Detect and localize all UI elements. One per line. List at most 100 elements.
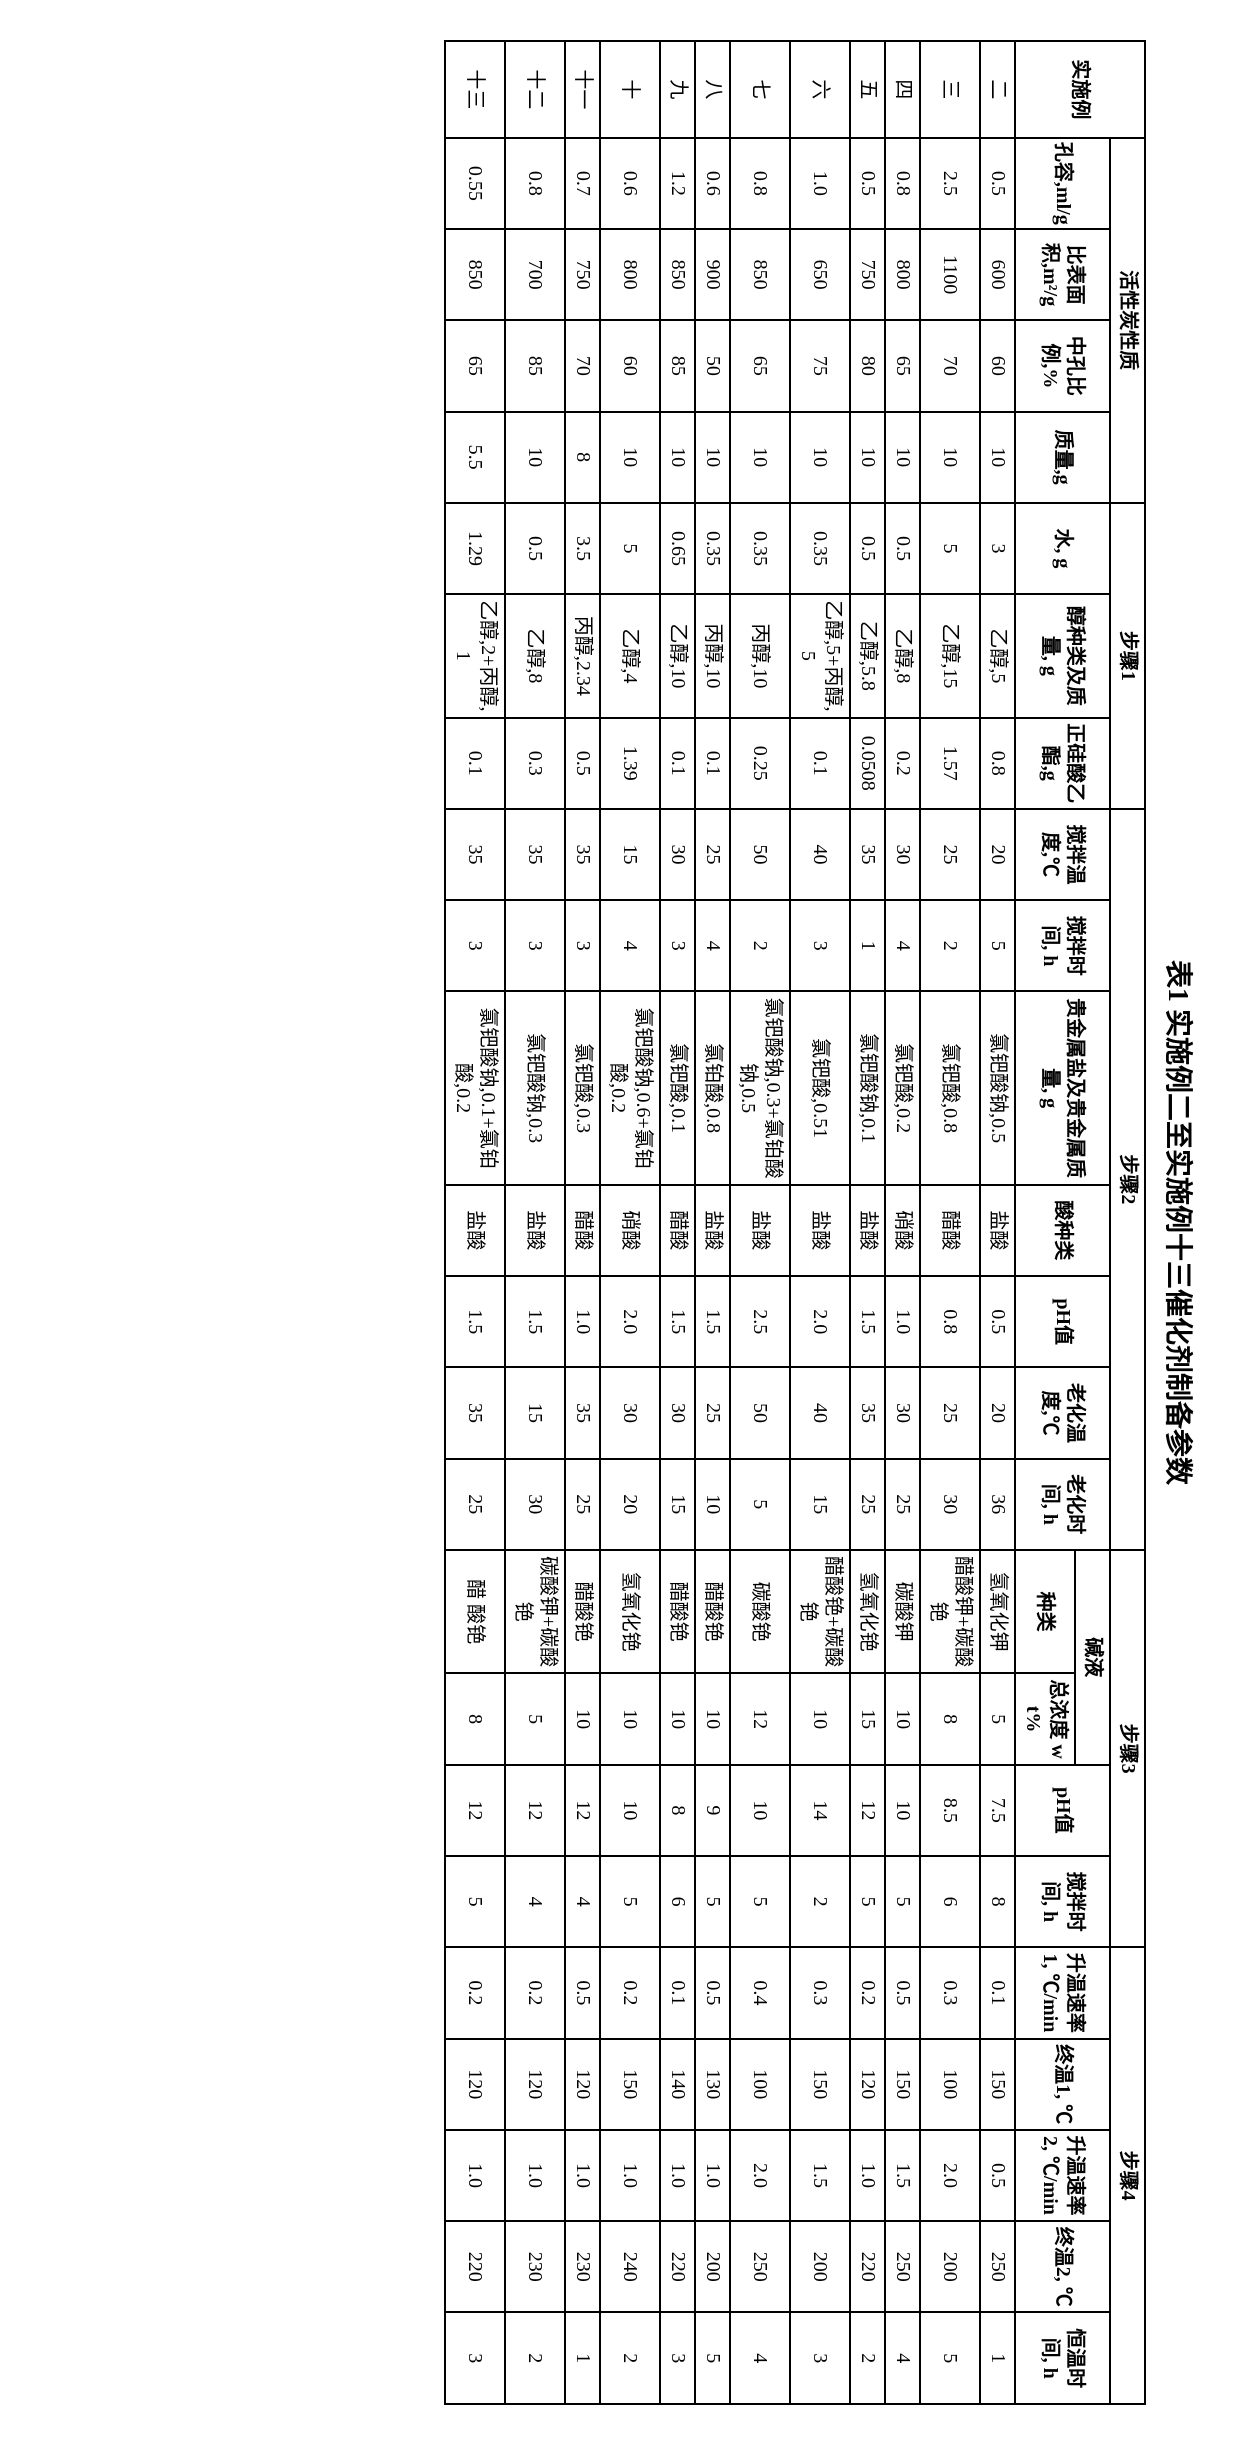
- col-mesopct: 中孔比例,%: [1015, 320, 1110, 411]
- cell-alcohol: 乙醇,8: [505, 594, 565, 718]
- cell-alkaliConc: 10: [695, 1673, 730, 1764]
- table-row: 六1.065075100.35乙醇,5+丙醇,50.1403氯钯酸,0.51盐酸…: [790, 41, 850, 2404]
- cell-finalT1: 150: [790, 2039, 850, 2130]
- col-alcohol: 醇种类及质量, g: [1015, 594, 1110, 718]
- cell-ageTime: 36: [980, 1459, 1015, 1550]
- cell-metalSalt: 氯钯酸钠,0.1+氯铂酸,0.2: [445, 991, 505, 1184]
- cell-acidType: 盐酸: [730, 1185, 790, 1276]
- col-surfarea: 比表面积,m²/g: [1015, 229, 1110, 320]
- cell-ex: 五: [850, 41, 885, 138]
- cell-finalT2: 230: [505, 2221, 565, 2312]
- cell-teos: 0.1: [445, 718, 505, 809]
- cell-water: 5: [920, 503, 980, 594]
- cell-surfArea: 650: [790, 229, 850, 320]
- cell-mass: 10: [660, 412, 695, 503]
- cell-phVal3: 9: [695, 1765, 730, 1856]
- col-stirtemp2: 搅拌温度,℃: [1015, 809, 1110, 900]
- cell-phVal2: 2.0: [600, 1276, 660, 1367]
- cell-ex: 七: [730, 41, 790, 138]
- cell-stirTime2: 4: [600, 900, 660, 991]
- cell-metalSalt: 氯铂酸,0.8: [695, 991, 730, 1184]
- cell-finalT1: 140: [660, 2039, 695, 2130]
- cell-alkaliType: 醋 酸铯: [445, 1550, 505, 1674]
- cell-holdTime: 4: [885, 2312, 920, 2404]
- cell-finalT2: 230: [565, 2221, 600, 2312]
- cell-teos: 0.1: [660, 718, 695, 809]
- cell-ex: 十二: [505, 41, 565, 138]
- cell-stirTime2: 3: [660, 900, 695, 991]
- cell-acidType: 盐酸: [980, 1185, 1015, 1276]
- cell-alkaliConc: 12: [730, 1673, 790, 1764]
- cell-ageTemp: 25: [695, 1367, 730, 1458]
- cell-ageTime: 25: [850, 1459, 885, 1550]
- cell-rampRate2: 0.5: [980, 2130, 1015, 2221]
- cell-stirTemp2: 35: [445, 809, 505, 900]
- cell-poreVol: 0.5: [980, 138, 1015, 229]
- cell-metalSalt: 氯钯酸,0.51: [790, 991, 850, 1184]
- cell-holdTime: 1: [980, 2312, 1015, 2404]
- cell-water: 0.35: [790, 503, 850, 594]
- cell-holdTime: 5: [695, 2312, 730, 2404]
- cell-metalSalt: 氯钯酸钠,0.3: [505, 991, 565, 1184]
- table-row: 二0.560060103乙醇,50.8205氯钯酸钠,0.5盐酸0.52036氢…: [980, 41, 1015, 2404]
- col-acidtype: 酸种类: [1015, 1185, 1110, 1276]
- cell-finalT1: 150: [885, 2039, 920, 2130]
- cell-alkaliConc: 8: [445, 1673, 505, 1764]
- cell-alcohol: 乙醇,5.8: [850, 594, 885, 718]
- cell-ex: 二: [980, 41, 1015, 138]
- cell-alkaliType: 醋酸铯: [565, 1550, 600, 1674]
- cell-ageTime: 5: [730, 1459, 790, 1550]
- cell-water: 5: [600, 503, 660, 594]
- cell-stirTime2: 1: [850, 900, 885, 991]
- cell-surfArea: 800: [600, 229, 660, 320]
- cell-finalT2: 240: [600, 2221, 660, 2312]
- cell-rampRate2: 1.0: [695, 2130, 730, 2221]
- cell-alkaliConc: 10: [565, 1673, 600, 1764]
- cell-rampRate2: 1.0: [505, 2130, 565, 2221]
- cell-surfArea: 700: [505, 229, 565, 320]
- cell-poreVol: 1.0: [790, 138, 850, 229]
- cell-rampRate1: 0.1: [980, 1947, 1015, 2038]
- cell-stirTime3: 6: [660, 1856, 695, 1947]
- cell-acidType: 硝酸: [600, 1185, 660, 1276]
- cell-ex: 六: [790, 41, 850, 138]
- cell-phVal2: 0.8: [920, 1276, 980, 1367]
- cell-water: 0.35: [730, 503, 790, 594]
- cell-mesoPct: 75: [790, 320, 850, 411]
- cell-surfArea: 750: [565, 229, 600, 320]
- col-mass: 质量,g: [1015, 412, 1110, 503]
- cell-stirTemp2: 25: [695, 809, 730, 900]
- cell-stirTime3: 2: [790, 1856, 850, 1947]
- header-row-2: 孔容,ml/g 比表面积,m²/g 中孔比例,% 质量,g 水, g 醇种类及质…: [1075, 41, 1110, 2404]
- cell-poreVol: 0.6: [695, 138, 730, 229]
- cell-metalSalt: 氯钯酸钠,0.3+氯铂酸钠,0.5: [730, 991, 790, 1184]
- col-alkaliconc: 总浓度 wt%: [1015, 1673, 1075, 1764]
- cell-phVal2: 2.5: [730, 1276, 790, 1367]
- cell-poreVol: 2.5: [920, 138, 980, 229]
- cell-stirTemp2: 30: [885, 809, 920, 900]
- cell-metalSalt: 氯钯酸,0.3: [565, 991, 600, 1184]
- cell-ageTemp: 35: [565, 1367, 600, 1458]
- cell-teos: 1.57: [920, 718, 980, 809]
- table-row: 九1.285085100.65乙醇,100.1303氯钯酸,0.1醋酸1.530…: [660, 41, 695, 2404]
- cell-phVal3: 14: [790, 1765, 850, 1856]
- cell-stirTime2: 3: [565, 900, 600, 991]
- col-holdtime: 恒温时间, h: [1015, 2312, 1110, 2404]
- cell-surfArea: 850: [730, 229, 790, 320]
- cell-water: 0.5: [850, 503, 885, 594]
- cell-rampRate1: 0.2: [600, 1947, 660, 2038]
- cell-stirTemp2: 35: [505, 809, 565, 900]
- cell-ageTemp: 40: [790, 1367, 850, 1458]
- cell-finalT2: 220: [445, 2221, 505, 2312]
- cell-rampRate1: 0.5: [885, 1947, 920, 2038]
- col-alkali-group: 碱液: [1075, 1550, 1110, 1765]
- cell-mesoPct: 70: [565, 320, 600, 411]
- cell-finalT1: 100: [730, 2039, 790, 2130]
- cell-mass: 10: [850, 412, 885, 503]
- cell-ex: 十: [600, 41, 660, 138]
- cell-stirTime3: 6: [920, 1856, 980, 1947]
- cell-mass: 10: [885, 412, 920, 503]
- cell-stirTime3: 5: [730, 1856, 790, 1947]
- cell-stirTime2: 3: [445, 900, 505, 991]
- cell-ageTemp: 35: [445, 1367, 505, 1458]
